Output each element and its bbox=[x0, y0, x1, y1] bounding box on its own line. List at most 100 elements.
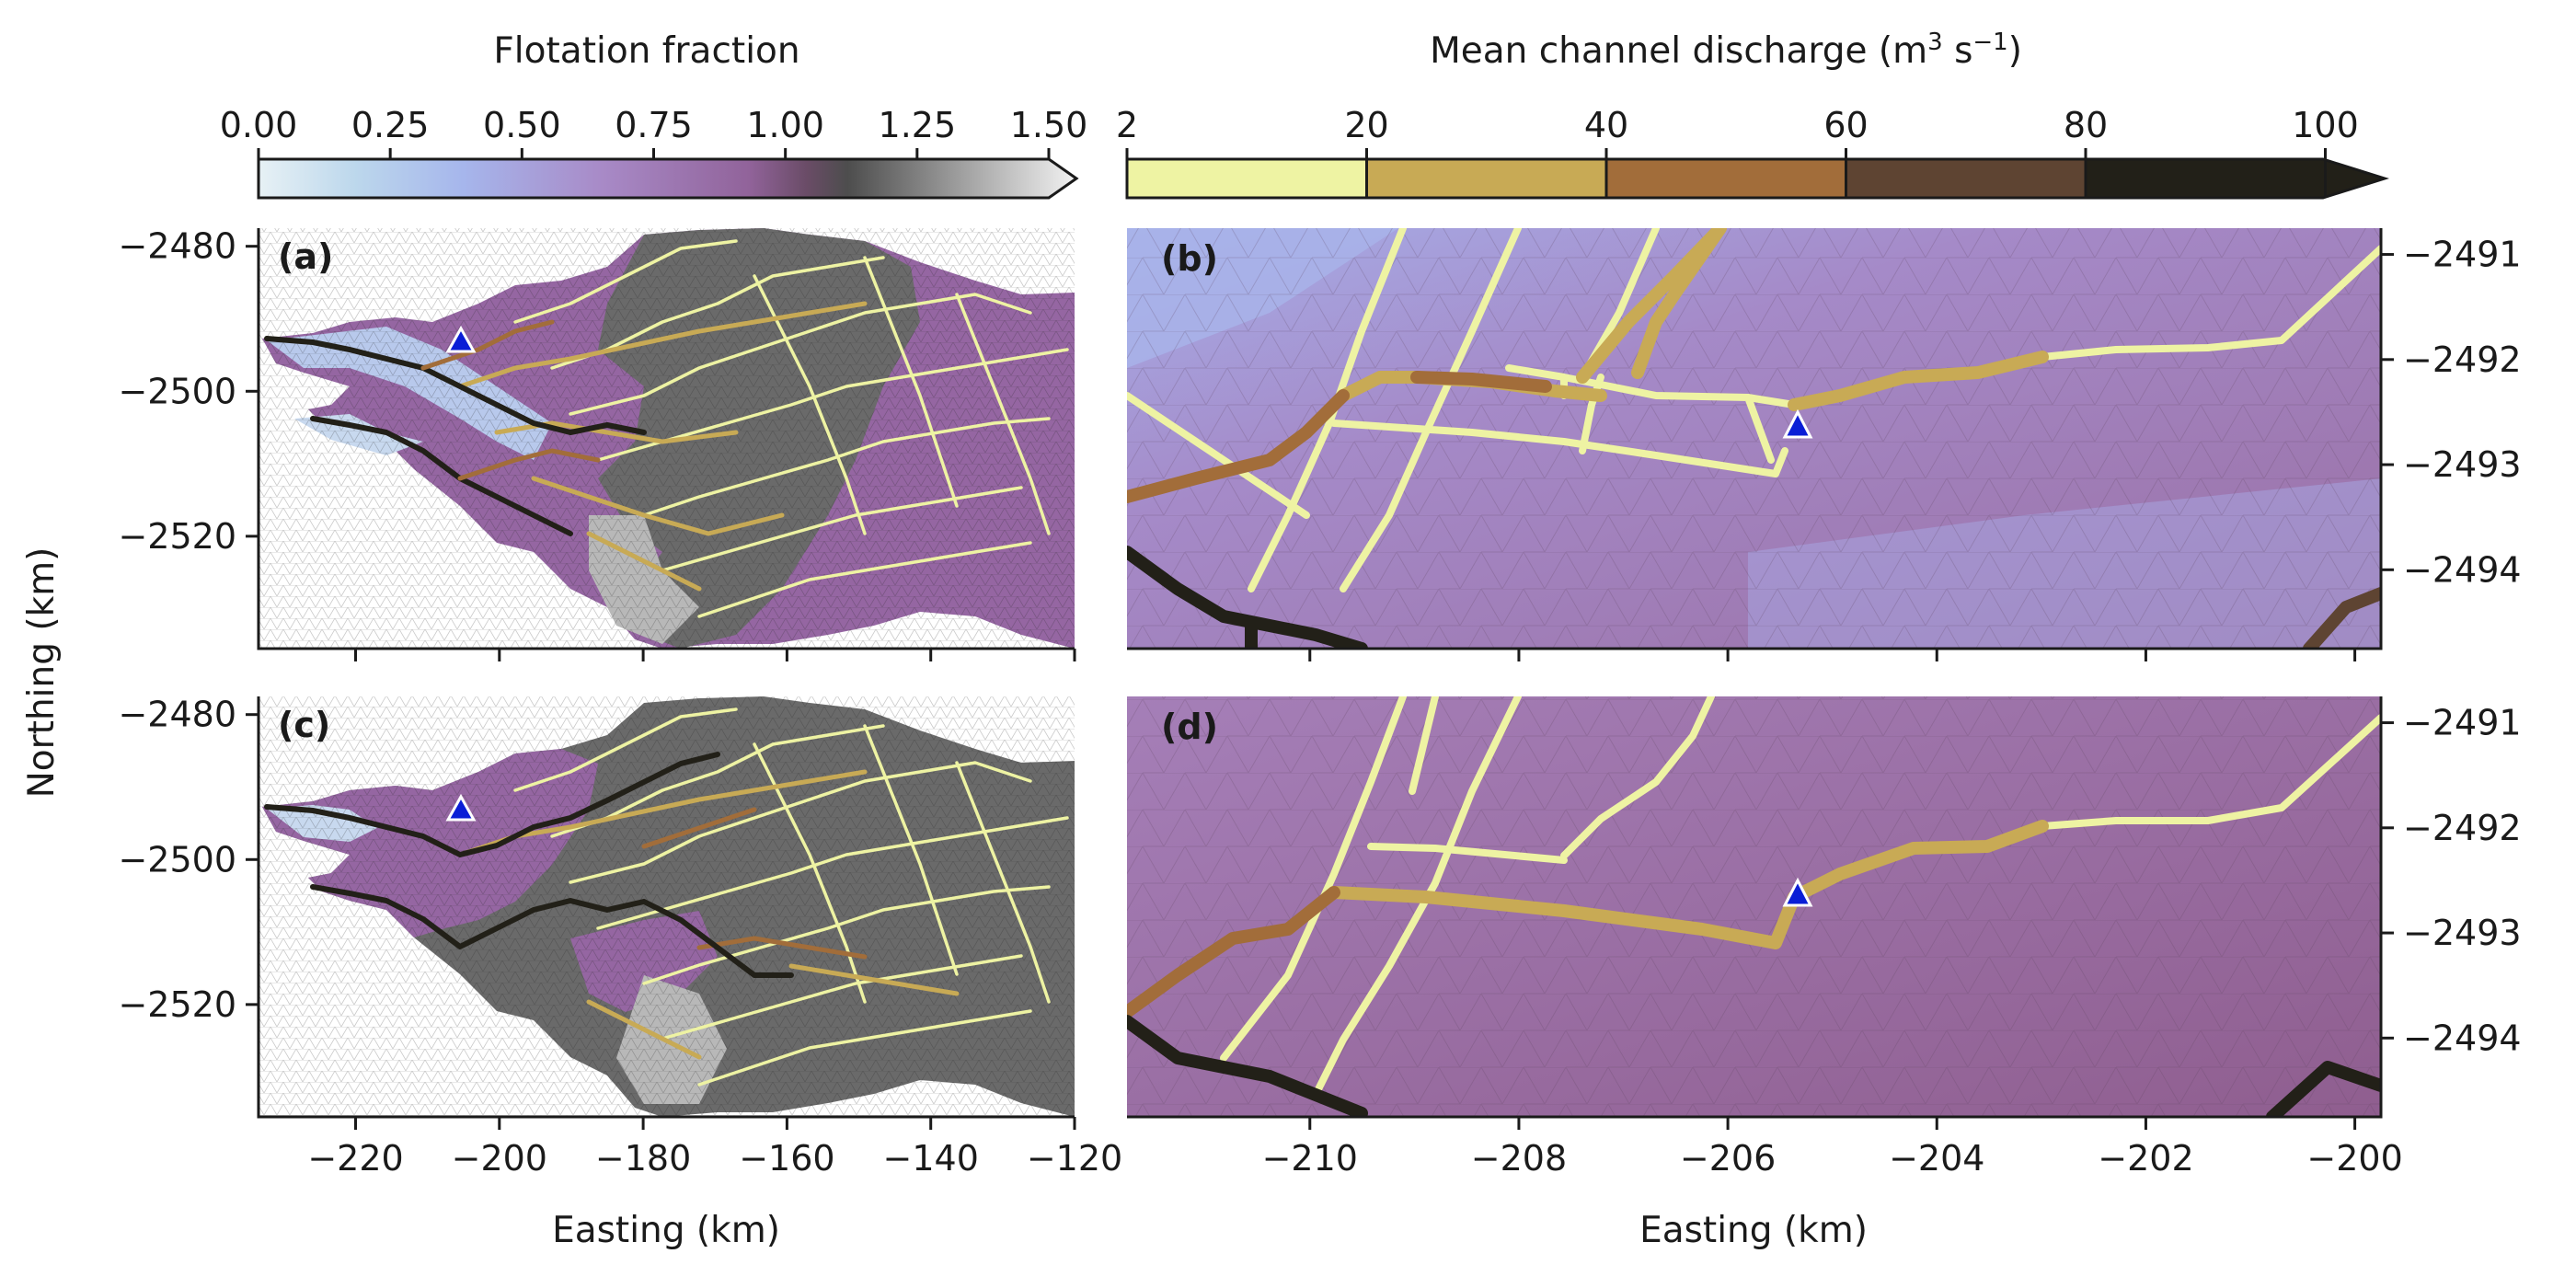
panel-a-axes bbox=[257, 228, 1075, 650]
x-axis-label-right: Easting (km) bbox=[1639, 1210, 1868, 1251]
panel-a-channels-brown bbox=[420, 319, 601, 481]
x-tick-label: −200 bbox=[2306, 1138, 2402, 1179]
x-tick-label: −204 bbox=[1889, 1138, 1984, 1179]
y-tick-label: −2520 bbox=[118, 984, 236, 1025]
y-tick-label: −2494 bbox=[2403, 1018, 2522, 1058]
discharge-title-end: ) bbox=[2008, 30, 2022, 72]
panel-c-ticks: −220 −200 −180 −160 −140 −120 −2480 −2500 −2520 bbox=[118, 695, 1122, 1179]
discharge-tick-label: 2 bbox=[1116, 105, 1138, 145]
panel-c-ice-mesh bbox=[259, 696, 1075, 1117]
panel-d-channels-brown bbox=[1127, 886, 1340, 1018]
panel-a-channels-mid bbox=[457, 301, 868, 592]
panel-b-channels-main bbox=[1127, 546, 1368, 649]
panel-b-ticks: −2491 −2492 −2493 −2494 bbox=[1308, 235, 2522, 661]
y-tick-label: −2491 bbox=[2403, 703, 2522, 743]
flotation-tick-label: 0.00 bbox=[220, 105, 298, 145]
panel-d-channel-network bbox=[1127, 696, 2381, 1117]
discharge-bin bbox=[2086, 159, 2326, 198]
flotation-tick-label: 1.25 bbox=[879, 105, 957, 145]
x-tick-label: −210 bbox=[1262, 1138, 1358, 1179]
panel-a: (a) −2480 −2500 −2520 bbox=[118, 226, 1076, 661]
panel-b-channels-dark bbox=[2303, 587, 2381, 649]
y-tick-label: −2520 bbox=[118, 516, 236, 557]
y-tick-label: −2492 bbox=[2403, 808, 2522, 848]
panel-c-label: (c) bbox=[278, 705, 330, 745]
discharge-tick-label: 40 bbox=[1584, 105, 1628, 145]
panel-a-ticks: −2480 −2500 −2520 bbox=[118, 226, 1076, 661]
y-tick-label: −2493 bbox=[2403, 444, 2522, 485]
panel-c-station-marker bbox=[445, 793, 477, 822]
flotation-tick-label: 1.50 bbox=[1010, 105, 1088, 145]
discharge-colorbar-title: Mean channel discharge (m3 s−1) bbox=[1430, 29, 2022, 72]
x-tick-label: −180 bbox=[595, 1138, 691, 1179]
panel-d-axes bbox=[1127, 696, 2383, 1119]
discharge-title-sup: 3 bbox=[1927, 29, 1943, 56]
discharge-title-mid: s bbox=[1943, 30, 1973, 72]
discharge-bin bbox=[1846, 159, 2087, 198]
flotation-tick-label: 1.00 bbox=[746, 105, 824, 145]
panel-c-triangulation bbox=[259, 696, 1075, 1117]
panel-a-channels-minor bbox=[513, 239, 1069, 618]
y-tick-label: −2500 bbox=[118, 839, 236, 880]
panel-b-triangulation bbox=[1127, 228, 2381, 649]
panel-d-channels-main bbox=[1127, 1015, 2381, 1117]
panel-a-label: (a) bbox=[278, 236, 333, 277]
panel-c-channels-minor bbox=[513, 707, 1069, 1087]
discharge-bin bbox=[1127, 159, 1367, 198]
flotation-colorbar-bar bbox=[257, 157, 1079, 200]
discharge-title-main: Mean channel discharge (m bbox=[1430, 30, 1927, 72]
panel-a-station-marker bbox=[445, 325, 477, 353]
panel-d-ticks: −210 −208 −206 −204 −202 −200 −2491 −2492 −2493 −… bbox=[1262, 703, 2522, 1179]
discharge-extend bbox=[2323, 159, 2385, 198]
panel-c-channel-network bbox=[264, 707, 1069, 1087]
panel-c-channels-mid bbox=[457, 769, 960, 1060]
x-tick-label: −202 bbox=[2098, 1138, 2193, 1179]
panel-b: (b) −2491 −2492 −2493 −2494 bbox=[1127, 228, 2522, 661]
x-tick-label: −220 bbox=[307, 1138, 403, 1179]
x-tick-label: −200 bbox=[452, 1138, 547, 1179]
flotation-colorbar-title: Flotation fraction bbox=[493, 30, 799, 72]
discharge-bin bbox=[1366, 159, 1607, 198]
x-tick-label: −208 bbox=[1471, 1138, 1567, 1179]
discharge-colorbar-bins bbox=[1127, 159, 2385, 198]
panel-b-channels-mid bbox=[1337, 228, 2049, 411]
panel-b-axes bbox=[1127, 228, 2383, 650]
panel-c-axes bbox=[257, 696, 1075, 1119]
discharge-tick-label: 20 bbox=[1344, 105, 1388, 145]
panel-d-label: (d) bbox=[1161, 707, 1218, 747]
flotation-colorbar: Flotation fraction 0.00 0.25 0.50 0.75 1.00 1… bbox=[220, 30, 1088, 200]
discharge-title-sup2: −1 bbox=[1972, 29, 2007, 56]
panel-c-channels-main bbox=[264, 752, 794, 978]
discharge-tick-label: 100 bbox=[2292, 105, 2359, 145]
panel-b-station-marker bbox=[1782, 408, 1813, 439]
discharge-tick-label: 60 bbox=[1823, 105, 1868, 145]
y-tick-label: −2480 bbox=[118, 226, 236, 267]
y-tick-label: −2494 bbox=[2403, 549, 2522, 590]
panel-d-channels-minor bbox=[1220, 696, 2381, 1098]
panel-d: (d) −210 −208 −206 −204 −202 −200−2491−2492−2… bbox=[1127, 696, 2522, 1179]
discharge-bin bbox=[1606, 159, 1846, 198]
panel-a-triangulation bbox=[259, 228, 1075, 649]
panel-b-label: (b) bbox=[1161, 238, 1218, 279]
y-tick-label: −2492 bbox=[2403, 339, 2522, 380]
panel-a-channels-main bbox=[264, 336, 647, 536]
panel-a-channel-network bbox=[264, 239, 1069, 618]
x-tick-label: −120 bbox=[1027, 1138, 1122, 1179]
x-tick-label: −140 bbox=[883, 1138, 979, 1179]
x-tick-label: −160 bbox=[739, 1138, 834, 1179]
panel-d-station-marker bbox=[1782, 877, 1813, 907]
panel-b-channel-network bbox=[1127, 228, 2381, 649]
discharge-tick-label: 80 bbox=[2064, 105, 2108, 145]
y-tick-label: −2493 bbox=[2403, 913, 2522, 953]
flotation-tick-label: 0.25 bbox=[351, 105, 430, 145]
x-tick-label: −206 bbox=[1680, 1138, 1776, 1179]
panel-c-channels-brown bbox=[641, 807, 868, 960]
discharge-colorbar: Mean channel discharge (m3 s−1) 2 20 40 60 8… bbox=[1116, 29, 2390, 200]
flotation-tick-label: 0.50 bbox=[483, 105, 561, 145]
y-tick-label: −2480 bbox=[118, 695, 236, 735]
flotation-tick-label: 0.75 bbox=[615, 105, 693, 145]
y-axis-label: Northing (km) bbox=[21, 547, 63, 799]
panel-d-channels-mid bbox=[1328, 820, 2049, 949]
discharge-colorbar-ticks: 2 20 40 60 80 100 bbox=[1116, 105, 2359, 198]
